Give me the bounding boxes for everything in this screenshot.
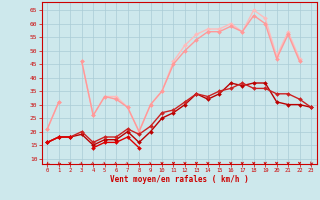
X-axis label: Vent moyen/en rafales ( km/h ): Vent moyen/en rafales ( km/h ) <box>110 175 249 184</box>
